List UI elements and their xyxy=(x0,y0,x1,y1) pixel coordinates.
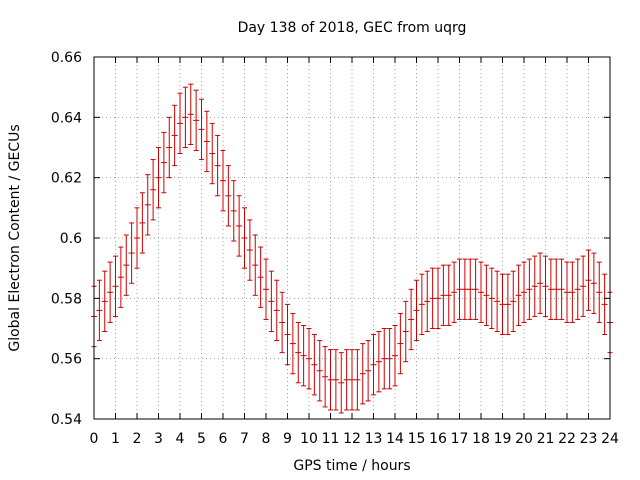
x-tick-label: 2 xyxy=(133,431,142,447)
x-tick-label: 12 xyxy=(343,431,361,447)
x-tick-label: 1 xyxy=(111,431,120,447)
x-tick-label: 4 xyxy=(176,431,185,447)
x-tick-label: 20 xyxy=(515,431,533,447)
y-tick-label: 0.54 xyxy=(51,412,82,428)
x-tick-label: 9 xyxy=(283,431,292,447)
y-tick-label: 0.64 xyxy=(51,110,82,126)
x-tick-label: 5 xyxy=(197,431,206,447)
y-tick-label: 0.66 xyxy=(51,50,82,66)
x-tick-label: 19 xyxy=(494,431,512,447)
y-tick-label: 0.56 xyxy=(51,352,82,368)
y-tick-label: 0.6 xyxy=(60,231,82,247)
x-tick-label: 10 xyxy=(300,431,318,447)
y-axis-label: Global Electron Content / GECUs xyxy=(7,124,23,351)
chart-title: Day 138 of 2018, GEC from uqrg xyxy=(238,20,467,36)
x-tick-label: 14 xyxy=(386,431,404,447)
x-tick-label: 3 xyxy=(154,431,163,447)
y-tick-label: 0.58 xyxy=(51,291,82,307)
x-tick-label: 6 xyxy=(219,431,228,447)
x-tick-label: 8 xyxy=(262,431,271,447)
x-axis-label: GPS time / hours xyxy=(293,458,410,474)
x-tick-label: 24 xyxy=(601,431,619,447)
x-tick-label: 11 xyxy=(322,431,340,447)
x-tick-label: 23 xyxy=(580,431,598,447)
x-tick-label: 7 xyxy=(240,431,249,447)
x-tick-label: 21 xyxy=(537,431,555,447)
x-tick-label: 0 xyxy=(90,431,99,447)
data-points xyxy=(91,113,613,384)
x-tick-label: 17 xyxy=(451,431,469,447)
x-tick-label: 18 xyxy=(472,431,490,447)
y-tick-label: 0.62 xyxy=(51,171,82,187)
x-tick-label: 15 xyxy=(408,431,426,447)
x-tick-label: 13 xyxy=(365,431,383,447)
x-tick-label: 22 xyxy=(558,431,576,447)
x-tick-label: 16 xyxy=(429,431,447,447)
axis-ticks: 0 1 2 3 4 5 6 7 8 9 10 11 12 13 14 15 16 17 18 19 20 21 22 23 24… xyxy=(51,50,619,447)
